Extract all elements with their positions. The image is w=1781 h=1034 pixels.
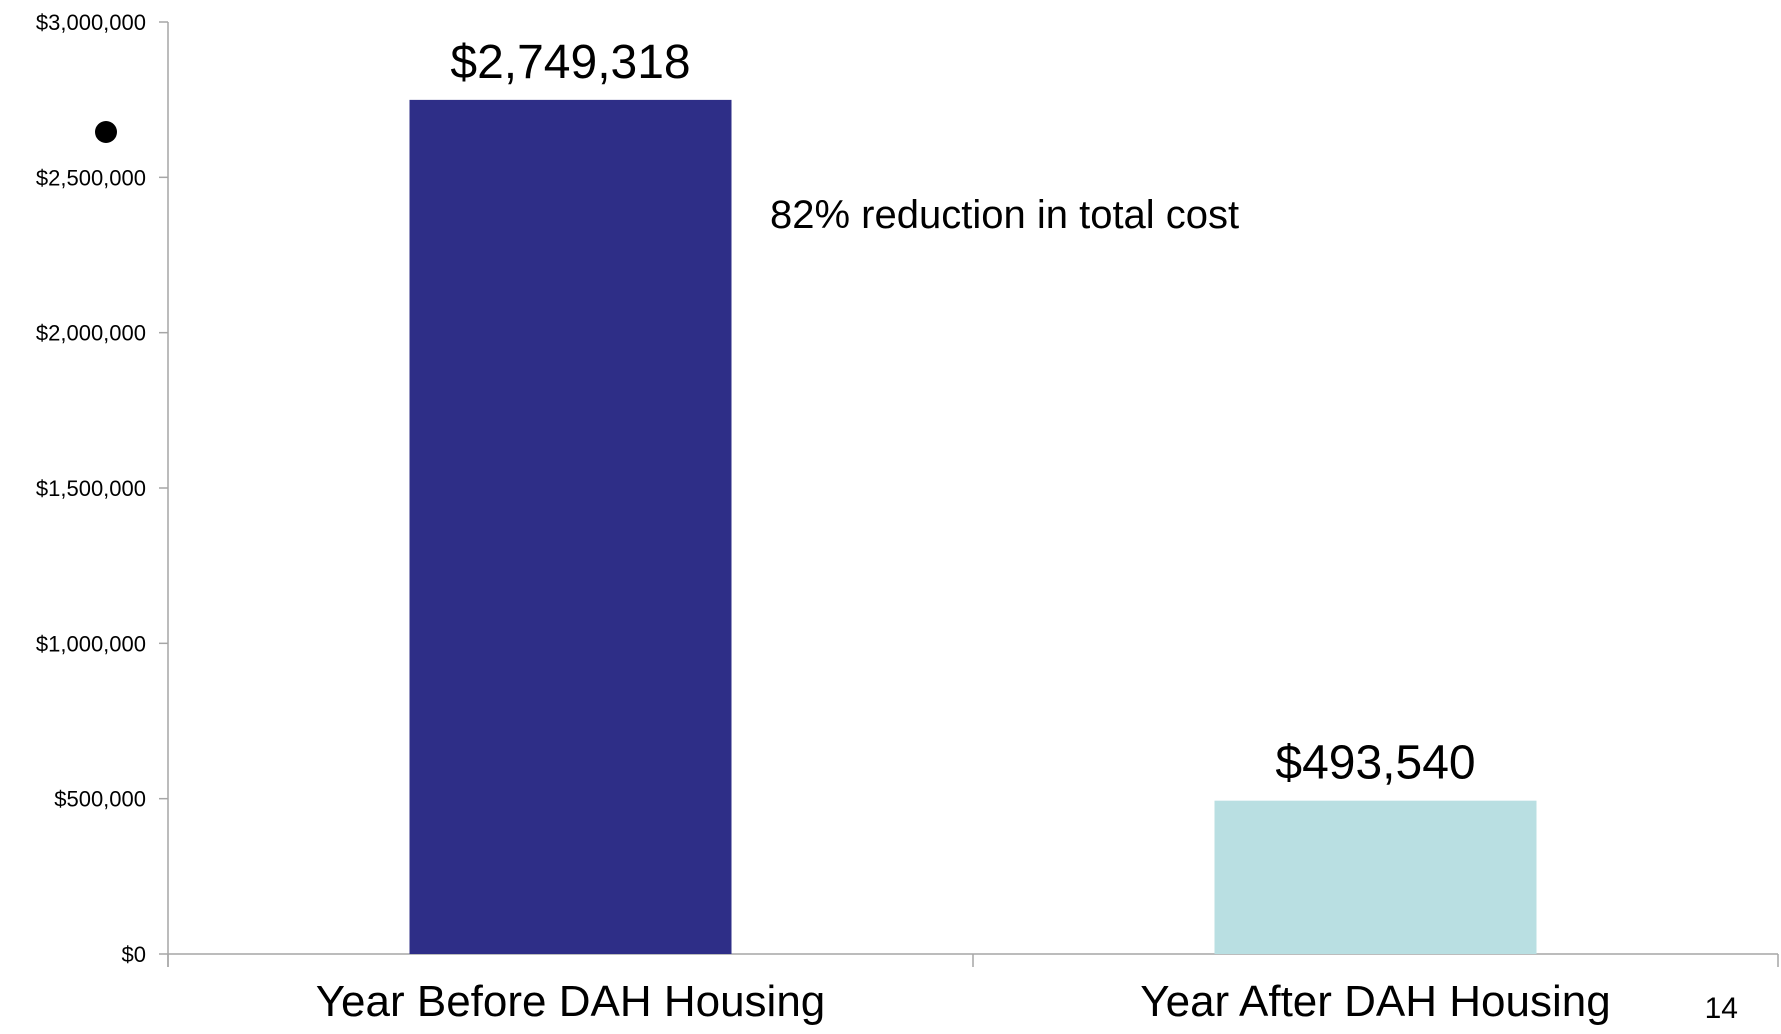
y-tick-label: $1,000,000	[36, 631, 146, 656]
y-tick-label: $500,000	[54, 787, 146, 812]
page-number: 14	[1705, 992, 1738, 1025]
category-label-1: Year Before DAH Housing	[316, 977, 826, 1026]
reduction-annotation: 82% reduction in total cost	[770, 193, 1239, 237]
y-tick-label: $1,500,000	[36, 476, 146, 501]
category-label-2: Year After DAH Housing	[1140, 977, 1610, 1026]
y-tick-label: $3,000,000	[36, 10, 146, 35]
bullet-icon	[95, 121, 117, 143]
y-tick-label: $2,500,000	[36, 165, 146, 190]
bar-2	[1215, 801, 1537, 954]
y-axis: $0 $500,000 $1,000,000 $1,500,000 $2,000,000…	[36, 10, 168, 967]
data-label-2: $493,540	[1275, 737, 1475, 790]
data-label-1: $2,749,318	[450, 36, 690, 89]
y-tick-label: $2,000,000	[36, 321, 146, 346]
y-tick-label: $0	[122, 942, 146, 967]
x-axis	[168, 954, 1778, 967]
bar-1	[410, 100, 732, 954]
